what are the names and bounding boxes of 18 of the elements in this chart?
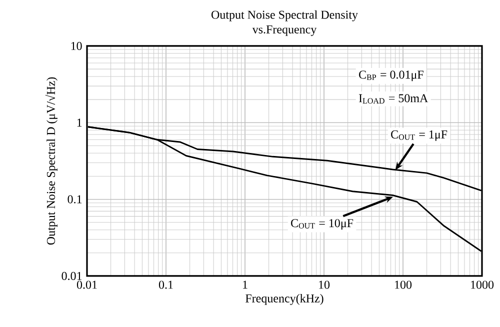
annotation: C$_{OUT}$ = 10μF <box>291 219 354 230</box>
x-tick-label: 1 <box>243 280 248 289</box>
y-tick-label: 0.01 <box>62 272 82 280</box>
annotation: I$_{LOAD}$ = 50mA <box>358 94 428 104</box>
annotation: C$_{OUT}$ = 1μF <box>391 130 448 141</box>
x-tick-label: 0.01 <box>76 280 97 289</box>
y-axis-title: Output Noise Spectral D (μV/√Hz) <box>45 77 58 245</box>
y-tick-label: 10 <box>71 42 82 50</box>
chart-title: Output Noise Spectral Density <box>212 10 358 22</box>
y-tick-label: 0.1 <box>68 195 82 204</box>
annotation: C$_{BP}$ = 0.01μF <box>359 70 424 82</box>
x-tick-label: 1000 <box>471 280 494 289</box>
chart-subtitle: vs.Frequency <box>252 25 317 36</box>
x-tick-label: 10 <box>319 280 330 289</box>
y-tick-label: 1 <box>77 118 82 127</box>
x-axis-title: Frequency(kHz) <box>246 294 324 305</box>
x-tick-label: 100 <box>395 280 412 289</box>
x-tick-label: 0.1 <box>158 280 173 289</box>
